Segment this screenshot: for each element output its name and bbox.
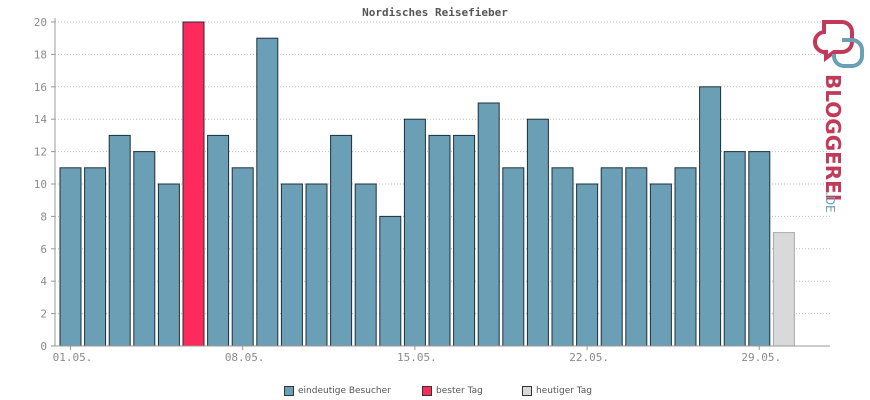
bar <box>649 183 672 347</box>
bars <box>59 21 795 347</box>
bar <box>84 167 107 347</box>
legend: eindeutige Besucher bester Tag heutiger … <box>0 386 870 400</box>
y-axis: 0 2 4 6 8 10 12 14 16 18 20 <box>34 16 56 353</box>
logo-suffix: .DE <box>823 192 837 213</box>
legend-label-best-day: bester Tag <box>436 386 483 396</box>
y-tick-label: 20 <box>34 16 47 29</box>
bar <box>108 134 131 347</box>
bar <box>477 102 500 347</box>
bar <box>526 118 549 347</box>
legend-label-unique-visitors: eindeutige Besucher <box>298 386 391 396</box>
bar <box>330 134 353 347</box>
bar <box>231 167 254 347</box>
bar-today <box>772 232 795 347</box>
y-tick-label: 12 <box>34 146 47 159</box>
legend-item-best-day: bester Tag <box>422 386 483 396</box>
bar <box>207 134 230 347</box>
y-tick-label: 4 <box>40 275 47 288</box>
bar <box>576 183 599 347</box>
bar <box>157 183 180 347</box>
bar <box>403 118 426 347</box>
logo-text: BLOGGEREI <box>821 74 845 201</box>
x-tick-label: 08.05. <box>225 351 265 364</box>
legend-swatch-today <box>522 386 532 396</box>
y-tick-label: 0 <box>40 340 47 353</box>
y-tick-label: 6 <box>40 243 47 256</box>
legend-swatch-best-day <box>422 386 432 396</box>
y-tick-label: 14 <box>34 113 48 126</box>
x-axis: 01.05. 08.05. 15.05. 22.05. 29.05. <box>53 345 830 364</box>
bar-best-day <box>182 21 205 347</box>
x-tick-label: 01.05. <box>53 351 93 364</box>
bar <box>59 167 82 347</box>
bar <box>699 86 722 347</box>
y-tick-label: 2 <box>40 308 47 321</box>
logo-icon <box>813 20 864 68</box>
bar <box>674 167 697 347</box>
y-tick-label: 10 <box>34 178 47 191</box>
legend-label-today: heutiger Tag <box>536 386 593 396</box>
x-tick-label: 29.05. <box>741 351 781 364</box>
y-tick-label: 8 <box>40 210 47 223</box>
x-tick-label: 22.05. <box>569 351 609 364</box>
bar <box>379 215 402 347</box>
bar <box>748 151 771 347</box>
legend-swatch-unique-visitors <box>284 386 294 396</box>
bar <box>502 167 525 347</box>
y-tick-label: 18 <box>34 48 47 61</box>
bar <box>354 183 377 347</box>
x-tick-label: 15.05. <box>397 351 437 364</box>
y-tick-label: 16 <box>34 81 47 94</box>
bar <box>600 167 623 347</box>
bar <box>133 151 156 347</box>
bar <box>305 183 328 347</box>
legend-item-today: heutiger Tag <box>522 386 592 396</box>
bar <box>280 183 303 347</box>
legend-item-unique-visitors: eindeutige Besucher <box>284 386 391 396</box>
bar <box>256 37 279 347</box>
bar <box>551 167 574 347</box>
bar <box>453 134 476 347</box>
bar <box>625 167 648 347</box>
bar <box>428 134 451 347</box>
bar <box>723 151 746 347</box>
bloggerei-logo[interactable]: BLOGGEREI .DE <box>812 16 870 216</box>
chart-title: Nordisches Reisefieber <box>362 6 508 19</box>
